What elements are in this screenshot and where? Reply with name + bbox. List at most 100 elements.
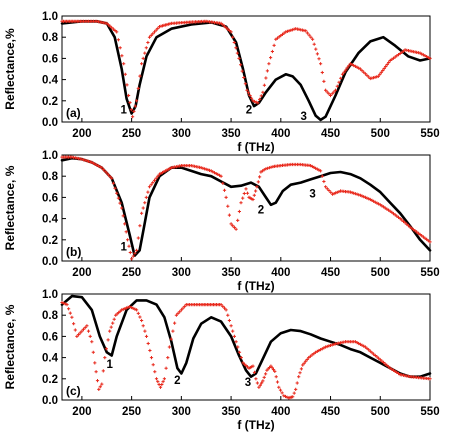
data-point	[138, 249, 141, 251]
data-point	[185, 362, 187, 364]
data-point	[86, 329, 91, 333]
data-point	[123, 72, 127, 76]
data-point	[144, 46, 148, 50]
data-point	[358, 67, 362, 71]
data-point	[160, 382, 164, 387]
data-point	[423, 236, 427, 240]
data-point	[300, 330, 302, 332]
data-point	[149, 356, 154, 360]
data-point	[179, 308, 183, 312]
data-point	[357, 52, 359, 54]
data-point	[329, 341, 332, 343]
data-point	[304, 359, 308, 363]
panel-label: (c)	[66, 384, 81, 398]
data-point	[428, 240, 432, 244]
data-point	[304, 29, 308, 33]
data-point	[372, 199, 376, 203]
data-point	[273, 369, 277, 373]
data-point	[98, 385, 102, 389]
data-point	[170, 341, 173, 343]
data-point	[332, 90, 336, 94]
data-point	[301, 363, 305, 367]
data-point	[155, 36, 158, 38]
data-point	[420, 52, 424, 56]
y-tick-label: 0.0	[42, 256, 58, 268]
data-point	[133, 104, 137, 108]
data-point	[125, 83, 129, 87]
data-point	[103, 169, 107, 173]
data-point	[122, 62, 126, 66]
data-point	[376, 74, 380, 78]
data-point	[258, 175, 262, 179]
x-tick-label: 550	[420, 128, 439, 140]
data-point	[399, 212, 401, 214]
y-tick-label: 0.8	[42, 171, 59, 183]
data-point	[153, 370, 157, 374]
data-point	[377, 356, 381, 360]
data-point	[116, 196, 120, 200]
y-tick-label: 1.0	[42, 289, 58, 301]
data-point	[224, 308, 228, 312]
data-point	[232, 334, 236, 338]
data-point	[363, 72, 367, 76]
data-point	[140, 211, 144, 215]
data-point	[148, 348, 152, 353]
data-point	[106, 338, 110, 342]
data-point	[231, 224, 235, 228]
data-point	[369, 40, 371, 43]
data-point	[320, 70, 324, 75]
data-point	[161, 380, 165, 384]
data-point	[70, 315, 74, 319]
data-point	[385, 62, 389, 67]
y-tick-label: 0.2	[42, 235, 58, 247]
data-point	[216, 172, 220, 176]
data-point	[72, 322, 76, 326]
data-point	[269, 364, 273, 368]
data-point	[267, 166, 271, 170]
data-point	[222, 188, 227, 192]
x-tick-label: 300	[172, 406, 191, 418]
data-point	[138, 315, 142, 319]
data-point	[339, 171, 342, 173]
data-point	[135, 299, 138, 301]
data-point	[264, 76, 268, 80]
data-point	[81, 296, 83, 298]
data-point	[317, 57, 321, 61]
data-point	[362, 70, 366, 74]
data-point	[219, 174, 223, 178]
x-tick-label: 250	[122, 267, 141, 279]
data-point	[278, 388, 283, 392]
x-tick-label: 500	[371, 406, 390, 418]
data-point	[353, 64, 357, 68]
data-point	[379, 191, 381, 193]
data-point	[381, 68, 385, 73]
x-tick-label: 450	[321, 128, 340, 140]
resonance-label: 1	[107, 359, 114, 371]
data-point	[327, 188, 331, 193]
data-point	[94, 370, 98, 374]
data-point	[127, 93, 131, 98]
x-tick-label: 500	[371, 267, 390, 279]
data-point	[266, 166, 270, 170]
data-point	[270, 49, 274, 54]
data-point	[285, 395, 289, 399]
panel-label: (b)	[66, 245, 81, 259]
data-point	[232, 225, 236, 229]
data-point	[199, 166, 203, 170]
data-point	[239, 63, 243, 67]
data-point	[130, 257, 134, 261]
data-point	[148, 196, 151, 198]
data-point	[222, 306, 227, 310]
y-tick-label: 0.8	[42, 32, 59, 44]
data-point	[315, 52, 319, 56]
data-point	[115, 30, 119, 34]
data-point	[252, 370, 257, 374]
data-point	[201, 166, 205, 170]
data-point	[156, 174, 160, 178]
data-point	[75, 334, 79, 338]
data-point	[173, 321, 177, 325]
data-point	[230, 186, 232, 188]
data-point	[357, 341, 361, 346]
x-tick-label: 200	[72, 267, 91, 279]
data-point	[131, 306, 135, 310]
